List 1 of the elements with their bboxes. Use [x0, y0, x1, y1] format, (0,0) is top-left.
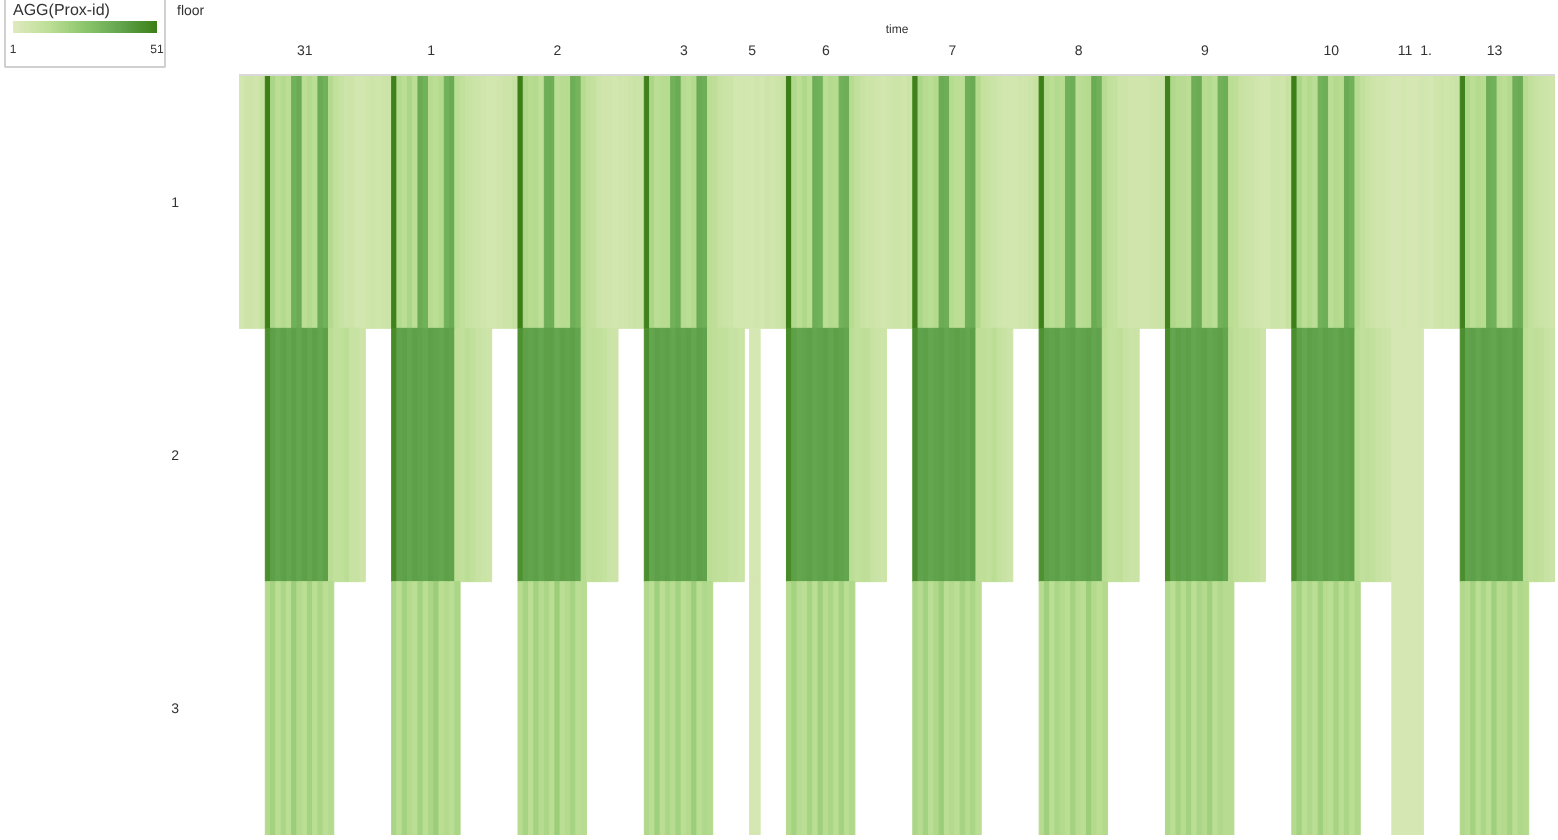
- color-bar-title: AGG(Prox-id): [13, 1, 111, 19]
